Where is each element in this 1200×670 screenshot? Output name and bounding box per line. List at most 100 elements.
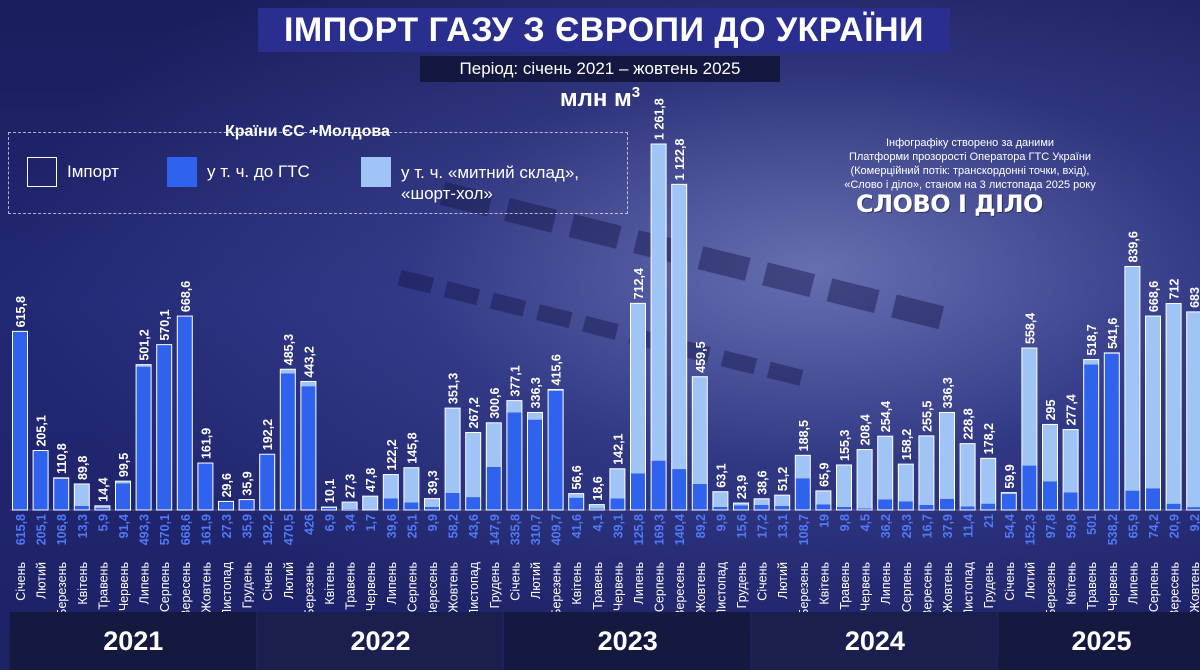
data-label-total: 56,6 (570, 465, 584, 489)
data-label-total: 47,8 (364, 468, 378, 492)
month-tick-label: Травень (591, 562, 605, 610)
data-label-total: 459,5 (694, 341, 708, 372)
bar-outline-import (506, 400, 523, 511)
month-tick-label: Лютий (529, 562, 543, 599)
bar-segment-gts (754, 505, 770, 510)
month-tick-label: Червень (117, 562, 131, 611)
bar-segment-gts (115, 483, 131, 510)
bar-outline-import (12, 330, 28, 511)
data-label-total: 161,9 (199, 428, 213, 459)
data-label-total: 65,9 (817, 463, 831, 487)
bar-outline-import (485, 422, 502, 511)
bar-outline-import (712, 491, 729, 511)
data-label-gts: 13,3 (76, 514, 90, 538)
data-label-gts: 470,5 (282, 514, 296, 545)
bar-segment-gts (177, 316, 193, 510)
bar-segment-customs (1021, 348, 1037, 466)
bar-outline-import (794, 454, 811, 511)
data-label-gts: 9,8 (838, 514, 852, 531)
data-label-total: 228,8 (962, 408, 976, 439)
year-band (256, 612, 504, 670)
bar-segment-gts (1021, 465, 1037, 510)
data-label-gts: 9,9 (714, 514, 728, 531)
data-label-gts: 140,4 (673, 514, 687, 545)
data-label-gts: 538,2 (1106, 514, 1120, 545)
data-label-gts: 39,6 (385, 514, 399, 538)
bar-segment-customs (1042, 424, 1058, 482)
bar-outline-import (733, 502, 749, 511)
bar-outline-import (259, 453, 276, 511)
bar-outline-import (568, 493, 585, 511)
bar-segment-customs (651, 144, 667, 461)
bar-segment-customs (445, 408, 461, 494)
bar-segment-gts (383, 498, 399, 510)
units-label: млн м3 (500, 84, 700, 113)
credit-line: Платформи прозорості Оператора ГТС Украї… (848, 151, 1092, 163)
bar-segment-gts (939, 499, 955, 510)
data-label-total: 63,1 (714, 463, 728, 487)
data-label-gts: 91,4 (117, 514, 131, 538)
units-text: млн м (559, 85, 632, 112)
data-label-total: 14,4 (96, 477, 110, 501)
data-label-gts: 15,6 (735, 514, 749, 538)
bar-segment-gts (1001, 494, 1017, 510)
month-tick-label: Червень (1106, 562, 1120, 611)
bar-segment-gts (486, 467, 502, 510)
bar-segment-gts (671, 469, 687, 510)
bar-segment-gts (197, 463, 213, 510)
legend-label-customs-2: «шорт-хол» (401, 184, 493, 203)
month-tick-label: Грудень (982, 562, 996, 608)
data-label-gts: 570,1 (158, 514, 172, 545)
legend-title: Країни ЄС +Молдова (225, 123, 390, 140)
month-tick-label: Грудень (241, 562, 255, 608)
data-label-total: 1 122,8 (673, 139, 687, 181)
bar-outline-import (465, 431, 482, 511)
bar-segment-gts (918, 505, 934, 510)
bar-outline-import (980, 457, 997, 511)
bar-segment-customs (774, 495, 790, 507)
data-label-gts: 161,9 (199, 514, 213, 545)
data-label-total: 122,2 (385, 439, 399, 470)
bar-segment-gts (815, 504, 831, 510)
data-label-total: 485,3 (282, 334, 296, 365)
bar-segment-customs (1186, 311, 1200, 508)
bar-outline-import (1145, 315, 1161, 511)
bar-segment-customs (506, 400, 522, 413)
bar-segment-gts (465, 497, 481, 510)
bar-segment-gts (403, 502, 419, 510)
data-label-total: 110,8 (55, 443, 69, 474)
data-label-total: 336,3 (529, 377, 543, 408)
bar-segment-gts (136, 366, 152, 510)
bar-segment-customs (1001, 492, 1017, 495)
data-label-gts: 16,7 (920, 514, 934, 538)
data-label-total: 29,6 (220, 473, 234, 497)
data-label-gts: 43,6 (467, 514, 481, 538)
data-label-total: 142,1 (611, 433, 625, 464)
data-label-gts: 4,1 (591, 514, 605, 531)
bar-outline-import (176, 315, 193, 511)
bar-outline-import (877, 435, 894, 511)
bar-segment-customs (733, 503, 749, 506)
data-label-total: 336,3 (941, 377, 955, 408)
data-label-total: 208,4 (859, 414, 873, 445)
data-label-total: 518,7 (1085, 324, 1099, 355)
month-tick-label: Квітень (1065, 562, 1079, 605)
data-label-total: 145,8 (405, 432, 419, 463)
bar-segment-customs (898, 464, 914, 502)
month-tick-label: Лютий (776, 562, 790, 599)
page-subtitle: Період: січень 2021 – жовтень 2025 (459, 59, 741, 78)
bar-segment-gts (156, 344, 172, 510)
month-tick-label: Серпень (158, 562, 172, 612)
bar-segment-customs (74, 483, 90, 507)
data-label-total: 351,3 (447, 373, 461, 404)
month-tick-label: Липень (385, 562, 399, 604)
bar-segment-customs (465, 432, 481, 498)
data-label-total: 255,5 (920, 401, 934, 432)
month-tick-label: Листопад (962, 561, 976, 617)
data-label-total: 683 (1188, 287, 1200, 308)
month-tick-label: Листопад (467, 561, 481, 617)
bar-segment-gts (259, 454, 275, 510)
month-tick-label: Березень (302, 562, 316, 617)
bar-segment-customs (877, 436, 893, 500)
